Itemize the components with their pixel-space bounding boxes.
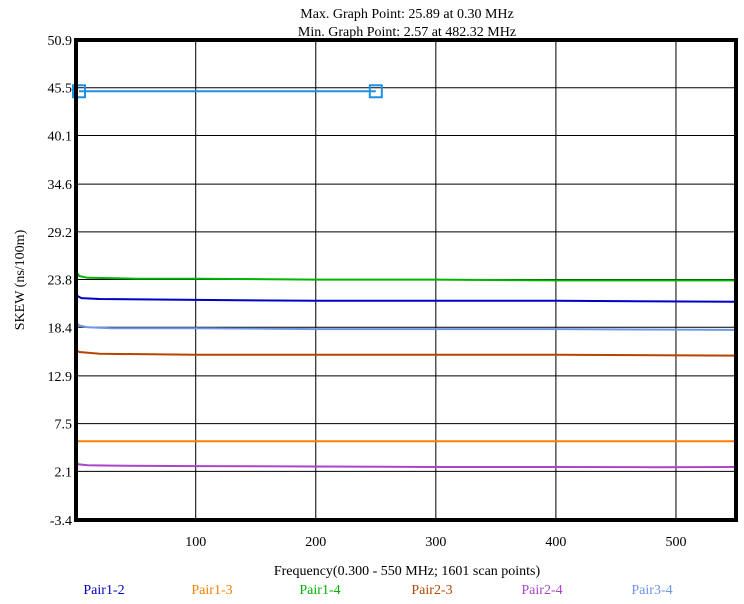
legend-item-Pair1-2: Pair1-2: [83, 583, 124, 598]
series-line-Pair1-4: [75, 261, 736, 282]
x-tick-label: 300: [425, 535, 446, 550]
y-tick-label: 2.1: [55, 465, 73, 480]
x-axis-label: Frequency(0.300 - 550 MHz; 1601 scan poi…: [274, 564, 541, 579]
legend-item-Pair1-4: Pair1-4: [299, 583, 340, 598]
y-tick-label: 50.9: [48, 34, 73, 49]
series-line-Pair1-2: [75, 293, 737, 303]
y-tick-label: 40.1: [48, 129, 73, 144]
chart-title-line-2: Min. Graph Point: 2.57 at 482.32 MHz: [298, 25, 516, 40]
legend-item-Pair1-3: Pair1-3: [191, 583, 232, 598]
plot-frame: [74, 38, 738, 522]
legend-item-Pair3-4: Pair3-4: [631, 583, 672, 598]
series-lines: [75, 261, 737, 469]
y-tick-label: 45.5: [48, 82, 73, 97]
y-tick-label: -3.4: [50, 514, 72, 529]
y-tick-label: 7.5: [55, 418, 73, 433]
chart-title-line-1: Max. Graph Point: 25.89 at 0.30 MHz: [300, 7, 513, 22]
y-tick-label: 29.2: [48, 226, 73, 241]
x-tick-label: 200: [305, 535, 326, 550]
legend-item-Pair2-3: Pair2-3: [411, 583, 452, 598]
x-tick-labels: 100 200 300 400 500: [185, 535, 686, 550]
series-line-Pair2-3: [75, 349, 737, 357]
y-tick-label: 34.6: [48, 178, 73, 193]
x-tick-label: 100: [185, 535, 206, 550]
legend: Pair1-2 Pair1-3 Pair1-4 Pair2-3 Pair2-4 Pair3…: [83, 583, 672, 598]
x-tick-label: 400: [545, 535, 566, 550]
marker-handle-end[interactable]: [368, 84, 383, 99]
y-tick-label: 23.8: [48, 274, 73, 289]
marker-handle-start[interactable]: [72, 84, 86, 99]
y-tick-label: 18.4: [48, 321, 73, 336]
x-tick-label: 500: [665, 535, 686, 550]
series-line-Pair2-4: [75, 460, 737, 469]
marker-line-group: [72, 84, 383, 99]
y-tick-labels: 50.9 45.5 40.1 34.6 29.2 23.8 18.4 12.9 7.5 2.1 -3…: [48, 34, 73, 529]
y-tick-label: 12.9: [48, 370, 73, 385]
y-axis-label: SKEW (ns/100m): [13, 229, 28, 330]
series-line-Pair3-4: [75, 316, 737, 331]
legend-item-Pair2-4: Pair2-4: [521, 583, 562, 598]
